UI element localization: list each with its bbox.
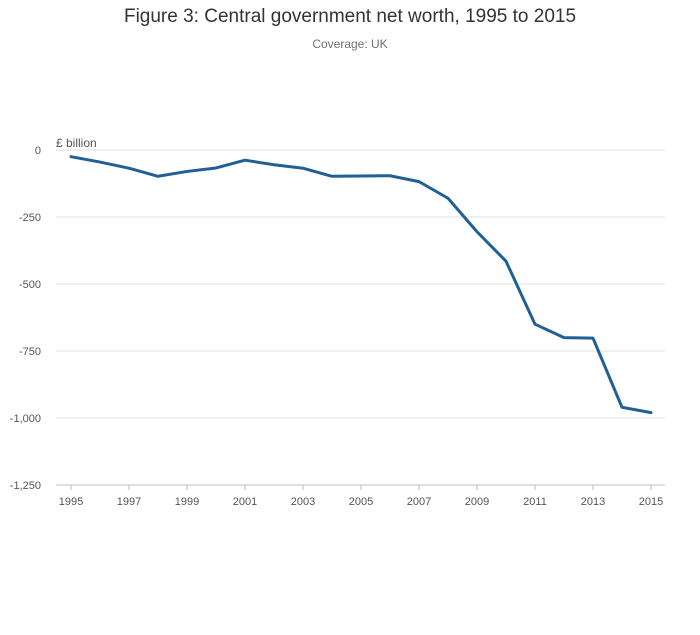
x-tick-label: 2001	[233, 496, 257, 508]
data-point[interactable]	[67, 153, 75, 161]
data-point[interactable]	[241, 156, 249, 164]
x-tick-label: 1999	[175, 496, 199, 508]
y-tick-label: -500	[19, 279, 41, 291]
x-tick-label: 2005	[349, 496, 373, 508]
x-axis	[70, 485, 652, 490]
data-point[interactable]	[589, 334, 597, 342]
x-axis-labels: 1995 1997 1999 2001 2003 2005 2007 2009 2011 2013…	[59, 496, 663, 508]
data-point[interactable]	[618, 403, 626, 411]
y-tick-label: 0	[35, 145, 41, 157]
data-point[interactable]	[502, 257, 510, 265]
y-tick-label: -1,250	[10, 480, 41, 492]
y-tick-label: -750	[19, 346, 41, 358]
data-point[interactable]	[183, 167, 191, 175]
y-axis-unit-label: £ billion	[56, 136, 97, 150]
x-tick-label: 1995	[59, 496, 83, 508]
gridlines	[56, 149, 665, 486]
chart-subtitle: Coverage: UK	[312, 37, 388, 51]
y-axis: 0 -250 -500 -750 -1,000 -1,250	[10, 145, 41, 492]
data-point[interactable]	[96, 158, 104, 166]
data-point[interactable]	[415, 178, 423, 186]
x-tick-label: 1997	[117, 496, 141, 508]
y-tick-label: -250	[19, 212, 41, 224]
data-point[interactable]	[531, 320, 539, 328]
data-point[interactable]	[328, 172, 336, 180]
x-tick-label: 2013	[581, 496, 605, 508]
x-tick-label: 2003	[291, 496, 315, 508]
data-point[interactable]	[386, 172, 394, 180]
x-tick-label: 2007	[407, 496, 431, 508]
data-point[interactable]	[125, 164, 133, 172]
series	[67, 153, 655, 417]
y-tick-label: -1,000	[10, 413, 41, 425]
series-line[interactable]	[69, 155, 653, 415]
x-tick-label: 2011	[523, 496, 547, 508]
data-point[interactable]	[444, 194, 452, 202]
x-tick-label: 2015	[639, 496, 663, 508]
data-point[interactable]	[560, 334, 568, 342]
data-point[interactable]	[270, 161, 278, 169]
data-point[interactable]	[299, 164, 307, 172]
data-point[interactable]	[647, 409, 655, 417]
x-tick-label: 2009	[465, 496, 489, 508]
data-point[interactable]	[357, 172, 365, 180]
chart-title: Figure 3: Central government net worth, …	[123, 6, 577, 27]
data-point[interactable]	[154, 172, 162, 180]
data-point[interactable]	[473, 228, 481, 236]
data-point[interactable]	[212, 164, 220, 172]
